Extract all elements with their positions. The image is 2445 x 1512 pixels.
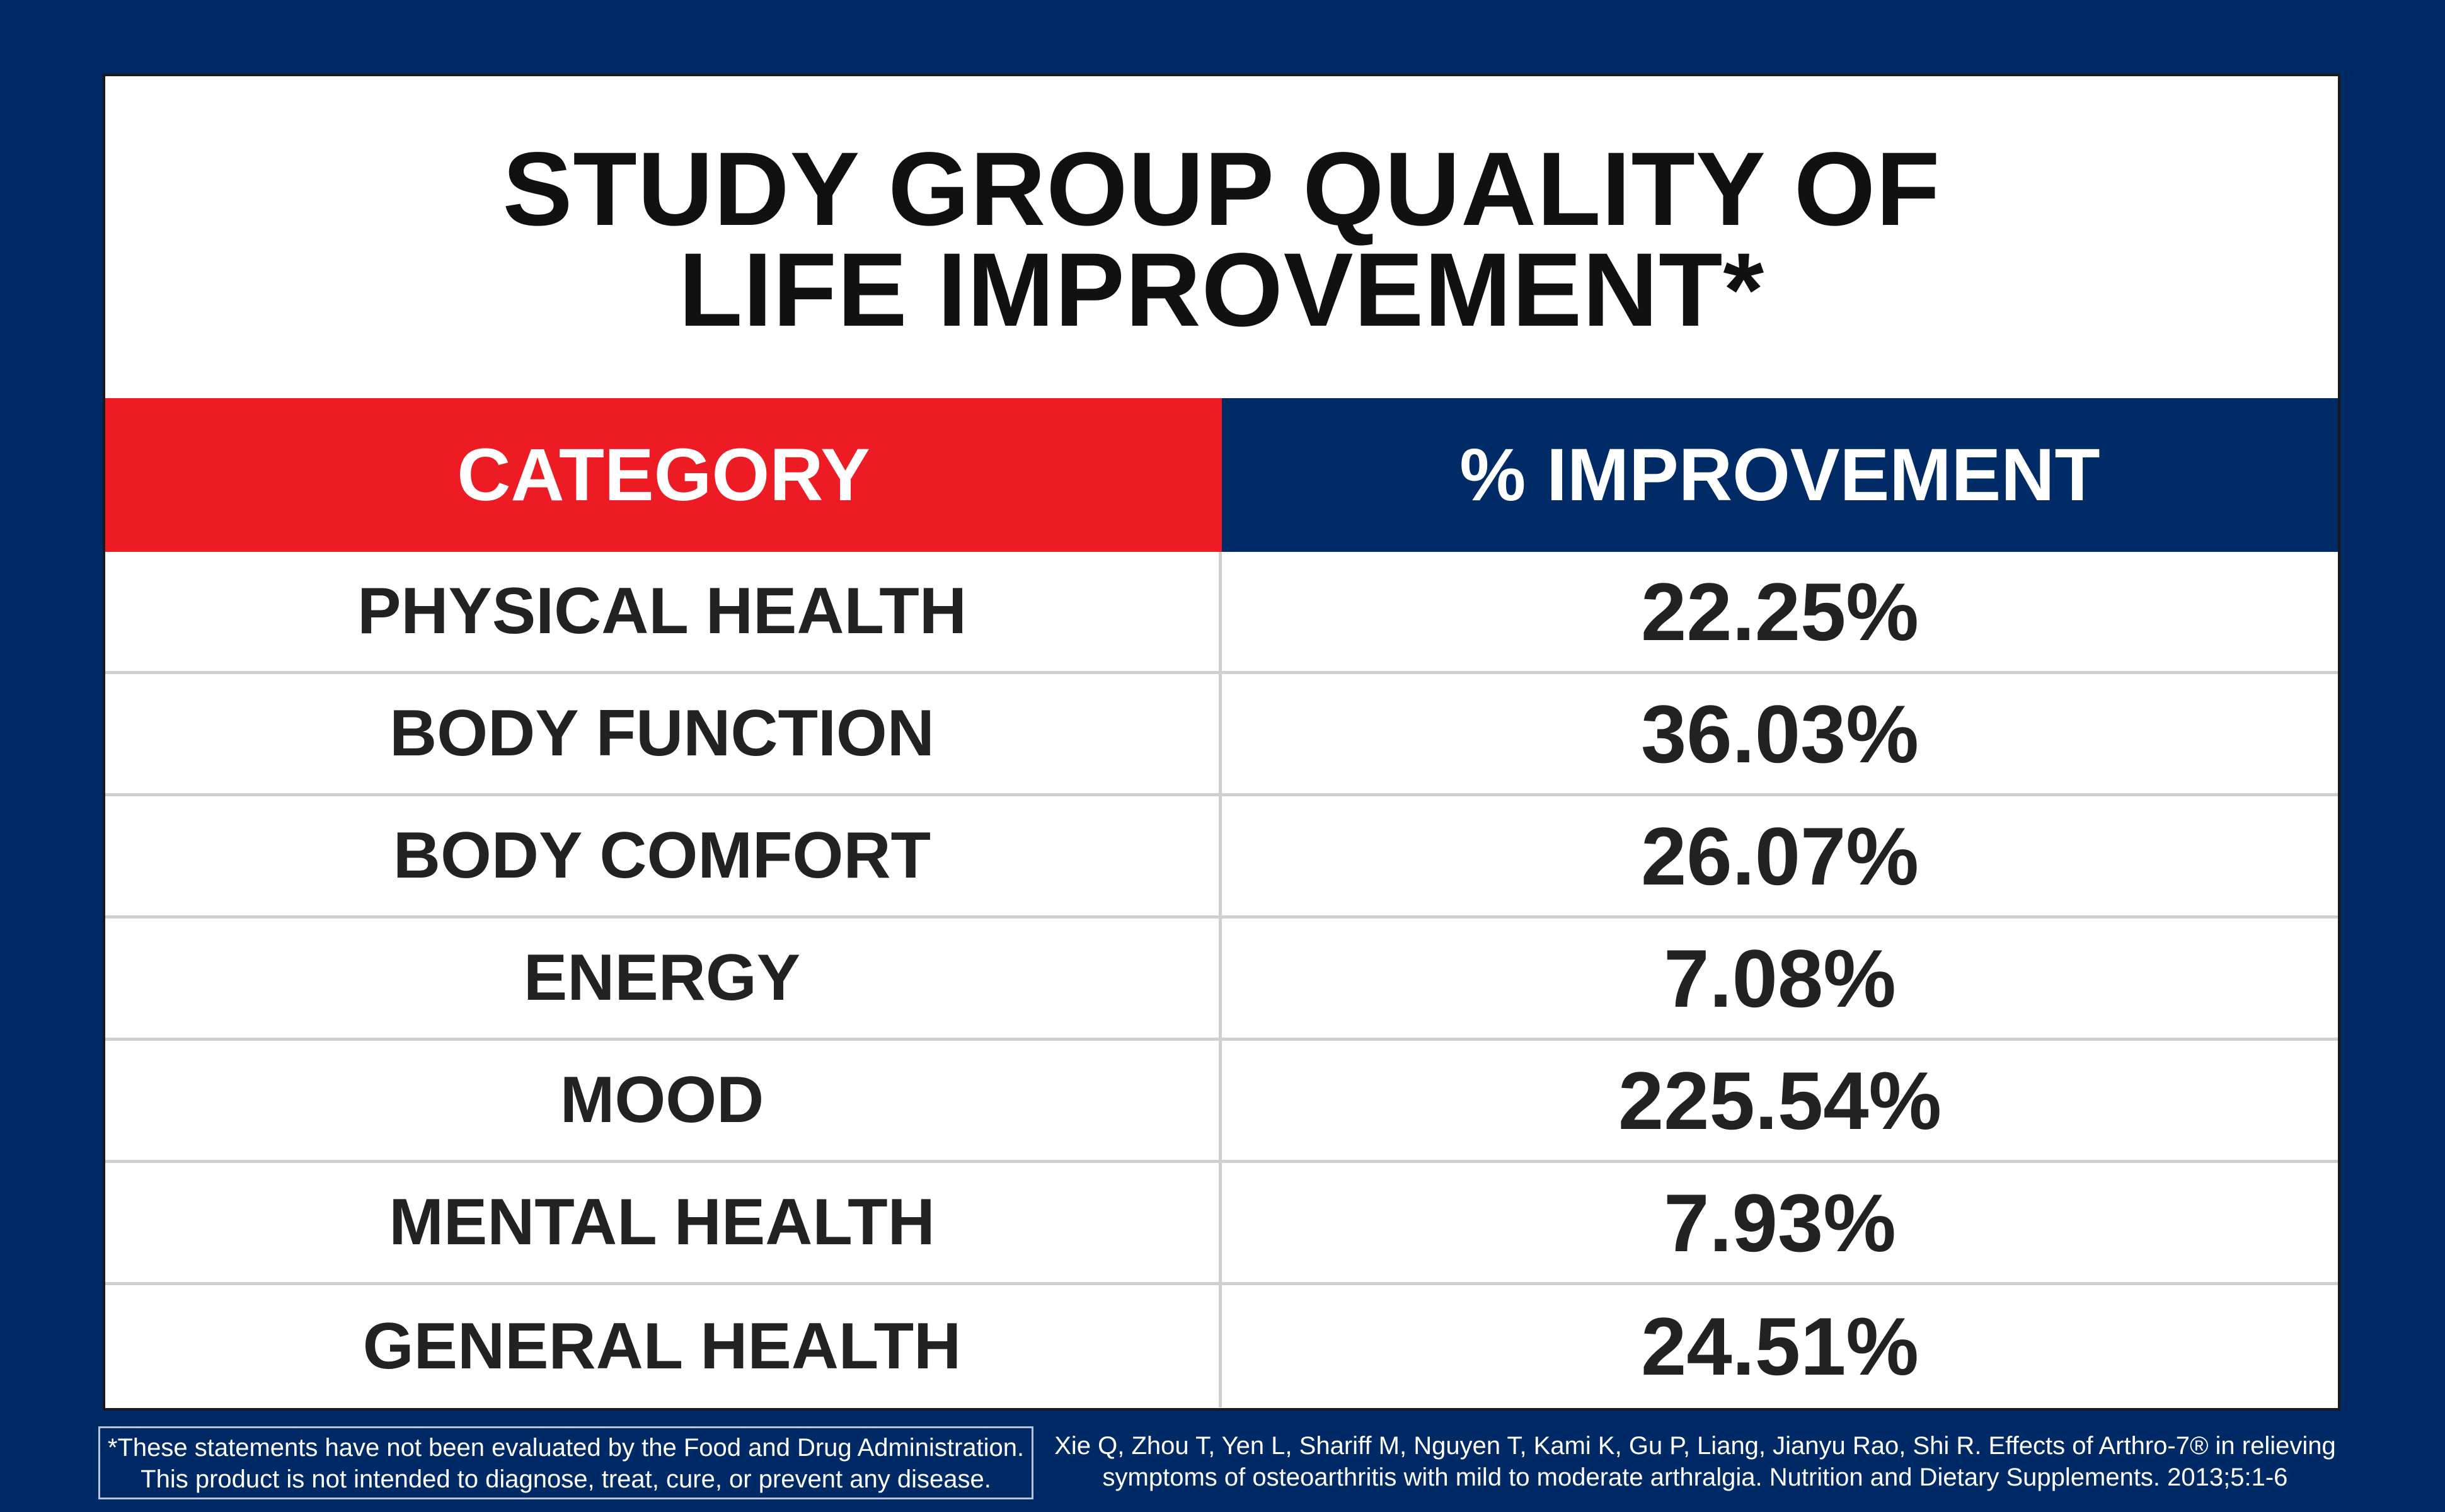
category-cell: MENTAL HEALTH xyxy=(105,1163,1222,1282)
results-card: STUDY GROUP QUALITY OF LIFE IMPROVEMENT*… xyxy=(103,74,2340,1411)
value-cell: 26.07% xyxy=(1641,810,1919,902)
disclaimer-line-1: *These statements have not been evaluate… xyxy=(107,1434,1025,1462)
category-cell: BODY FUNCTION xyxy=(105,674,1222,793)
category-cell: PHYSICAL HEALTH xyxy=(105,552,1222,671)
value-cell: 7.93% xyxy=(1664,1176,1896,1269)
category-cell: MOOD xyxy=(105,1041,1222,1160)
disclaimer-line-2: This product is not intended to diagnose… xyxy=(141,1465,991,1493)
column-header-category: CATEGORY xyxy=(105,398,1222,552)
citation-line-1: Xie Q, Zhou T, Yen L, Shariff M, Nguyen … xyxy=(1054,1432,2336,1460)
table-row: GENERAL HEALTH 24.51% xyxy=(105,1285,2338,1407)
study-citation: Xie Q, Zhou T, Yen L, Shariff M, Nguyen … xyxy=(1046,1430,2344,1493)
value-cell: 24.51% xyxy=(1641,1300,1919,1392)
category-cell: BODY COMFORT xyxy=(105,796,1222,915)
value-cell: 22.25% xyxy=(1641,565,1919,658)
fda-disclaimer: *These statements have not been evaluate… xyxy=(98,1426,1033,1499)
table-row: BODY COMFORT 26.07% xyxy=(105,796,2338,919)
table-row: BODY FUNCTION 36.03% xyxy=(105,674,2338,796)
category-cell: GENERAL HEALTH xyxy=(105,1285,1222,1407)
value-cell: 7.08% xyxy=(1664,932,1896,1024)
table-row: MOOD 225.54% xyxy=(105,1041,2338,1163)
table-row: MENTAL HEALTH 7.93% xyxy=(105,1163,2338,1285)
title-line-2: LIFE IMPROVEMENT* xyxy=(678,232,1765,348)
column-header-improvement: % IMPROVEMENT xyxy=(1222,398,2338,552)
value-cell: 225.54% xyxy=(1618,1054,1942,1147)
title-line-1: STUDY GROUP QUALITY OF xyxy=(502,131,1941,248)
value-cell: 36.03% xyxy=(1641,687,1919,780)
category-cell: ENERGY xyxy=(105,919,1222,1038)
table-row: PHYSICAL HEALTH 22.25% xyxy=(105,552,2338,674)
table-row: ENERGY 7.08% xyxy=(105,919,2338,1041)
results-table: PHYSICAL HEALTH 22.25% BODY FUNCTION 36.03… xyxy=(105,552,2338,1407)
citation-line-2: symptoms of osteoarthritis with mild to … xyxy=(1102,1463,2288,1491)
page-title: STUDY GROUP QUALITY OF LIFE IMPROVEMENT* xyxy=(105,131,2338,348)
